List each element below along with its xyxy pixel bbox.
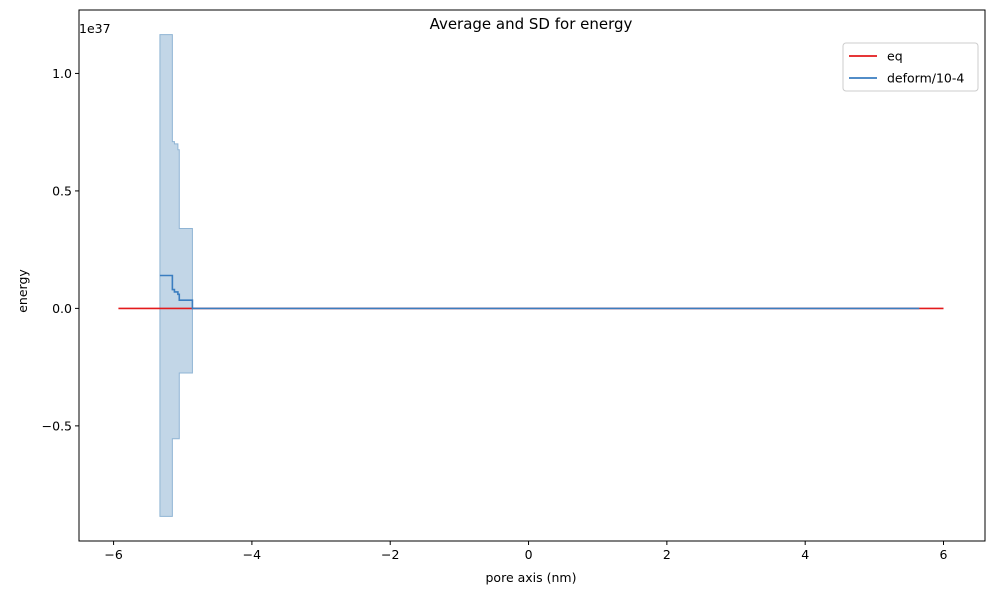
x-tick-label-1: −4 — [243, 547, 261, 562]
series-line-1 — [159, 274, 920, 310]
x-tick-label-0: −6 — [104, 547, 122, 562]
y-tick-label-3: 1.0 — [52, 66, 72, 81]
y-tick-label-1: 0.0 — [52, 301, 72, 316]
plot-frame — [78, 9, 986, 542]
legend-label-1: deform/10-4 — [887, 71, 964, 86]
y-axis-label: energy — [15, 269, 30, 313]
legend-label-0: eq — [887, 49, 903, 64]
x-axis-label: pore axis (nm) — [486, 570, 577, 585]
x-tick-label-4: 2 — [663, 547, 671, 562]
y-axis-offset-label: 1e37 — [79, 21, 111, 36]
y-tick-label-0: −0.5 — [42, 418, 72, 433]
x-tick-label-6: 6 — [940, 547, 948, 562]
legend-box — [842, 42, 979, 92]
chart-title: Average and SD for energy — [430, 15, 633, 33]
x-tick-label-3: 0 — [525, 547, 533, 562]
sd-band-1 — [159, 34, 920, 517]
x-tick-label-2: −2 — [381, 547, 399, 562]
x-tick-label-5: 4 — [801, 547, 809, 562]
y-tick-label-2: 0.5 — [52, 183, 72, 198]
